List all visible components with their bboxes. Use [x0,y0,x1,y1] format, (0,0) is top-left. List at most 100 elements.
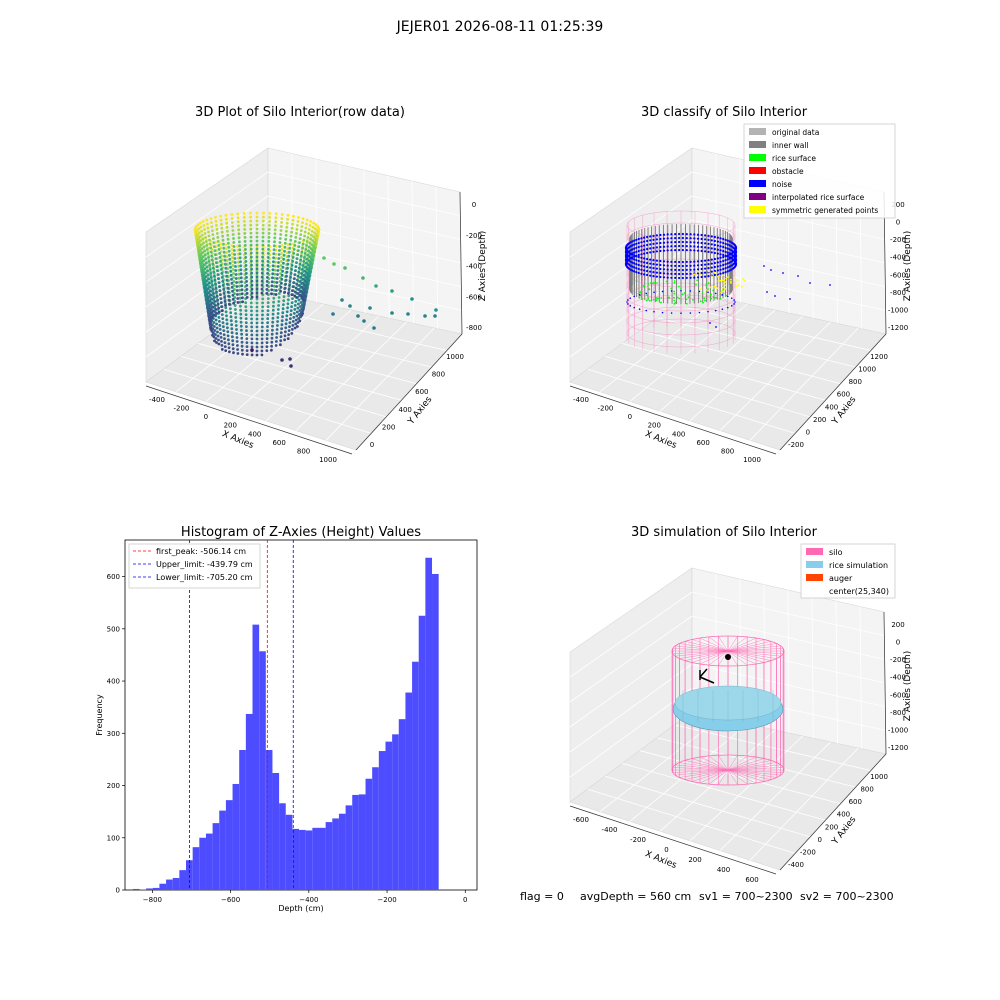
noise-point [670,241,672,243]
data-point [211,280,214,283]
data-point [289,239,292,242]
histogram-bar [312,828,319,890]
data-point [229,270,232,273]
symmetric-point [730,281,732,283]
histogram-bar [166,880,173,890]
noise-point [652,243,654,245]
data-point [287,214,290,217]
data-point [272,297,275,300]
noise-point [727,296,729,298]
noise-point [727,270,729,272]
data-point [270,341,273,344]
noise-point [633,307,635,309]
data-point [270,349,273,352]
outlier-point [410,297,414,301]
noise-point [667,269,669,271]
data-point [241,292,244,295]
data-point [232,229,235,232]
data-point [298,313,301,316]
noise-point [663,238,665,240]
noise-point [659,250,661,252]
noise-point [649,247,651,249]
data-point [306,283,309,286]
noise-point [701,234,703,236]
data-point [219,332,222,335]
noise-point [640,261,642,263]
data-point [245,260,248,263]
noise-point [633,240,635,242]
noise-point [725,267,727,269]
data-point [235,277,238,280]
data-point [294,269,297,272]
noise-outlier [829,284,831,286]
z-tick-label: -1200 [888,324,908,332]
data-point [293,273,296,276]
data-point [312,226,315,229]
data-point [239,264,242,267]
data-point [280,327,283,330]
data-point [274,228,277,231]
data-point [227,246,230,249]
data-point [267,297,270,300]
data-point [290,293,293,296]
noise-point [656,268,658,270]
noise-point [653,311,655,313]
legend-label: original data [772,128,819,137]
data-point [261,280,264,283]
rice-surface-point [706,283,708,285]
data-point [280,256,283,259]
legend-label: silo [829,548,843,557]
data-point [243,212,246,215]
legend-swatch [749,154,766,161]
rice-surface-point [712,290,714,292]
noise-point [633,248,635,250]
data-point [217,303,220,306]
data-point [225,271,228,274]
data-point [224,304,227,307]
noise-point [707,263,709,265]
noise-point [652,271,654,273]
footer-sv1: sv1 = 700~2300 [699,890,793,903]
legend-label: Lower_limit: -705.20 cm [156,573,253,582]
symmetric-point [700,288,702,290]
data-point [291,223,294,226]
data-point [301,225,304,228]
x-tick-label: 400 [672,430,685,438]
y-tick-label: 200 [825,823,838,831]
data-point [221,317,224,320]
data-point [246,341,249,344]
data-point [231,339,234,342]
data-point [288,284,291,287]
noise-point [640,257,642,259]
noise-point [697,276,699,278]
data-point [271,272,274,275]
noise-point [729,266,731,268]
histogram-bar [366,779,373,890]
data-point [266,321,269,324]
noise-point [690,233,692,235]
data-point [210,251,213,254]
noise-point [659,268,661,270]
data-point [226,283,229,286]
data-point [226,226,229,229]
data-point [298,284,301,287]
data-point [291,301,294,304]
noise-point [722,242,724,244]
data-point [295,261,298,264]
data-point [275,212,278,215]
data-point [241,296,244,299]
data-point [256,280,259,283]
data-point [262,236,265,239]
data-point [205,262,208,265]
noise-point [667,245,669,247]
data-point [279,237,282,240]
data-point [202,220,205,223]
rice-surface-point [708,282,710,284]
noise-point [735,254,737,256]
noise-point [678,249,680,251]
data-point [272,264,275,267]
z-tick-label: -1200 [888,744,908,752]
data-point [312,222,315,225]
data-point [305,227,308,230]
noise-point [711,263,713,265]
